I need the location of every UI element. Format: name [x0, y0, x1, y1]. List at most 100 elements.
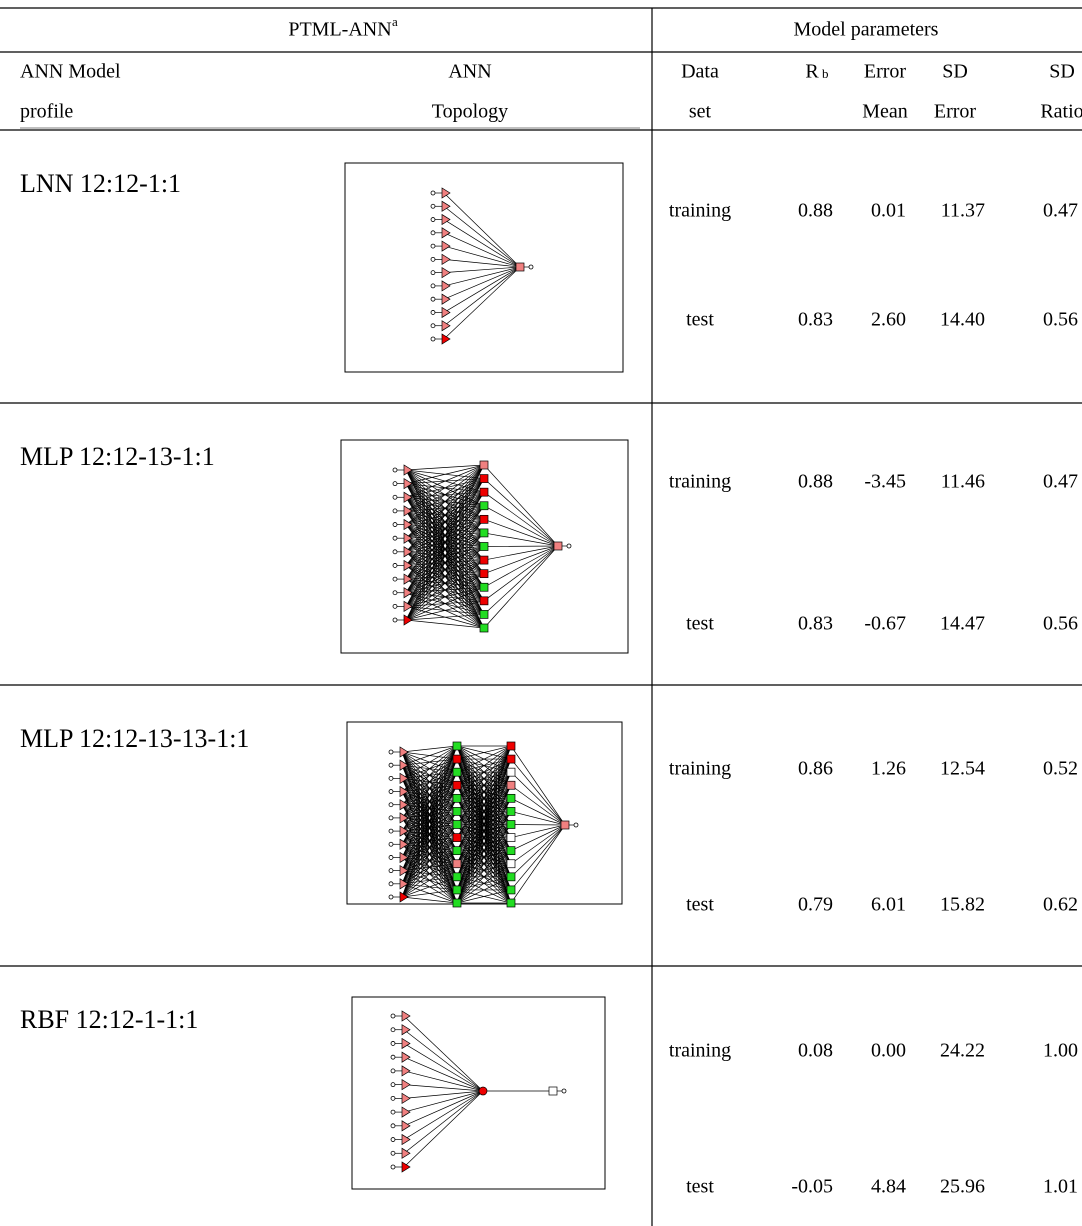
node: [453, 899, 461, 907]
terminal: [393, 577, 397, 581]
value: 2.60: [871, 309, 906, 331]
node: [480, 583, 488, 591]
terminal: [567, 544, 571, 548]
value: 0.56: [1043, 613, 1078, 635]
value: 0.86: [798, 758, 833, 780]
value: 15.82: [940, 894, 985, 916]
value: 0.79: [798, 894, 833, 916]
radial-node: [479, 1087, 487, 1095]
node: [480, 543, 488, 551]
terminal: [391, 1124, 395, 1128]
node: [453, 794, 461, 802]
data-set: training: [669, 1040, 731, 1062]
column-header: ANN Model: [20, 61, 121, 83]
value: 0.62: [1043, 894, 1078, 916]
terminal: [391, 1069, 395, 1073]
terminal: [529, 265, 533, 269]
node: [453, 821, 461, 829]
value: 0.56: [1043, 309, 1078, 331]
value: 14.40: [940, 309, 985, 331]
node: [453, 834, 461, 842]
terminal: [393, 536, 397, 540]
model-profile: MLP 12:12-13-1:1: [20, 442, 215, 471]
node: [507, 886, 515, 894]
note-marker: b: [822, 66, 829, 81]
node: [507, 768, 515, 776]
terminal: [393, 509, 397, 513]
node: [453, 847, 461, 855]
terminal: [431, 218, 435, 222]
terminal: [393, 550, 397, 554]
terminal: [391, 1151, 395, 1155]
node: [453, 807, 461, 815]
column-header: Topology: [432, 101, 508, 123]
note-marker: a: [392, 14, 398, 29]
model-profile: RBF 12:12-1-1:1: [20, 1005, 198, 1034]
value: 0.47: [1043, 200, 1078, 222]
column-header: SD: [942, 61, 968, 83]
terminal: [574, 823, 578, 827]
terminal: [431, 284, 435, 288]
group-header: PTML-ANN: [288, 19, 391, 41]
node: [554, 542, 562, 550]
value: 11.37: [941, 200, 985, 222]
terminal: [389, 829, 393, 833]
terminal: [431, 204, 435, 208]
column-header: R: [805, 61, 819, 83]
terminal: [391, 1014, 395, 1018]
topology-diagram: [347, 722, 622, 907]
node: [453, 873, 461, 881]
node: [507, 821, 515, 829]
terminal: [431, 257, 435, 261]
diagram-frame: [345, 163, 623, 372]
terminal: [431, 191, 435, 195]
terminal: [389, 776, 393, 780]
value: 14.47: [940, 613, 985, 635]
group-header: Model parameters: [794, 19, 939, 41]
data-set: test: [686, 309, 714, 331]
terminal: [389, 895, 393, 899]
terminal: [393, 482, 397, 486]
terminal: [391, 1055, 395, 1059]
terminal: [393, 468, 397, 472]
edge: [511, 825, 565, 826]
value: 24.22: [940, 1040, 985, 1062]
data-set: training: [669, 200, 731, 222]
model-profile: MLP 12:12-13-13-1:1: [20, 724, 249, 753]
column-header: profile: [20, 101, 73, 123]
data-set: test: [686, 613, 714, 635]
terminal: [391, 1041, 395, 1045]
terminal: [431, 244, 435, 248]
terminal: [391, 1083, 395, 1087]
value: 0.88: [798, 200, 833, 222]
value: 0.83: [798, 613, 833, 635]
terminal: [562, 1089, 566, 1093]
table: PTML-ANN a Model parameters b ANN Model p…: [0, 0, 1082, 1226]
value: 0.08: [798, 1040, 833, 1062]
terminal: [389, 869, 393, 873]
terminal: [393, 495, 397, 499]
value: 1.01: [1043, 1176, 1078, 1198]
column-header: Error: [934, 101, 977, 123]
node: [480, 475, 488, 483]
column-header: set: [689, 101, 712, 123]
terminal: [389, 803, 393, 807]
node: [480, 556, 488, 564]
value: -0.05: [791, 1176, 833, 1198]
value: 1.26: [871, 758, 906, 780]
terminal: [389, 882, 393, 886]
node: [507, 847, 515, 855]
terminal: [393, 618, 397, 622]
node: [507, 860, 515, 868]
terminal: [389, 763, 393, 767]
node: [480, 610, 488, 618]
node: [507, 834, 515, 842]
terminal: [391, 1096, 395, 1100]
terminal: [391, 1110, 395, 1114]
node: [480, 488, 488, 496]
topology-diagram: [345, 163, 623, 372]
column-header: Ratio: [1040, 101, 1082, 123]
terminal: [431, 271, 435, 275]
terminal: [393, 563, 397, 567]
value: 0.01: [871, 200, 906, 222]
